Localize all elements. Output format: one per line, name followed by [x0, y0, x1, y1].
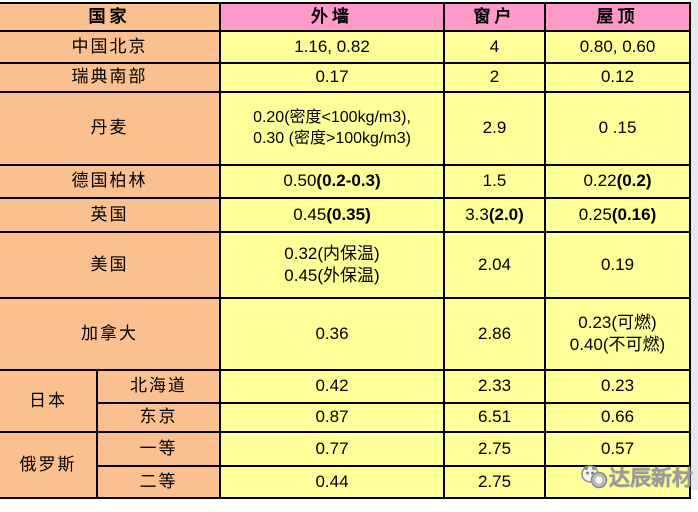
table-row: 日本 北海道 0.42 2.33 0.23	[0, 369, 691, 433]
window-cell: 1.5	[443, 164, 546, 199]
window-cell: 2.86	[443, 297, 546, 371]
table-row: 德国柏林 0.50(0.2-0.3) 1.5 0.22(0.2)	[0, 164, 691, 199]
country-cell: 中国北京	[0, 30, 221, 64]
window-cell: 2.33	[443, 369, 546, 404]
roof-cell: 0.19	[544, 231, 691, 299]
roof-cell: 0.23	[544, 369, 691, 404]
country-cell: 英国	[0, 197, 221, 233]
header-cell-wall: 外墙	[219, 2, 445, 32]
roof-cell: 0.12	[544, 62, 691, 93]
group-cell: 日本	[0, 369, 98, 433]
roof-cell: 0 .15	[544, 91, 691, 166]
roof-value-line1: 0.23(可燃)	[578, 312, 657, 332]
window-cell: 4	[443, 30, 546, 64]
table-row: 俄罗斯 一等 0.77 2.75 0.57	[0, 431, 691, 499]
region-cell: 东京	[96, 402, 221, 433]
group-cell: 俄罗斯	[0, 431, 98, 499]
roof-cell: 0.66	[544, 402, 691, 433]
wall-cell: 0.50(0.2-0.3)	[219, 164, 445, 199]
roof-cell: 0.23(可燃) 0.40(不可燃)	[544, 297, 691, 371]
wall-value-line2: 0.45(外保温)	[284, 266, 380, 285]
table-row: 英国 0.45(0.35) 3.3(2.0) 0.25(0.16)	[0, 197, 691, 233]
region-cell: 二等	[96, 465, 221, 499]
wall-cell: 1.16, 0.82	[219, 30, 445, 64]
right-gray-strip	[689, 0, 698, 490]
country-cell: 加拿大	[0, 297, 221, 371]
roof-cell: 0.80, 0.60	[544, 30, 691, 64]
wall-cell: 0.87	[219, 402, 445, 433]
wall-cell: 0.20(密度<100kg/m3), 0.30 (密度>100kg/m3)	[219, 91, 445, 166]
window-cell: 6.51	[443, 402, 546, 433]
table-row: 丹麦 0.20(密度<100kg/m3), 0.30 (密度>100kg/m3)…	[0, 91, 691, 166]
window-cell: 2.75	[443, 431, 546, 467]
wall-value-line1: 0.32(内保温)	[284, 243, 380, 263]
window-cell: 3.3(2.0)	[443, 197, 546, 233]
roof-cell: 0.22(0.2)	[544, 164, 691, 199]
wall-cell: 0.36	[219, 297, 445, 371]
table-row: 二等 0.44 2.75	[0, 465, 691, 499]
wall-cell: 0.77	[219, 431, 445, 467]
header-cell-roof: 屋顶	[544, 2, 691, 32]
table-row: 美国 0.32(内保温) 0.45(外保温) 2.04 0.19	[0, 231, 691, 299]
window-cell: 2.04	[443, 231, 546, 299]
wall-cell: 0.44	[219, 465, 445, 499]
wall-value-line1: 0.20(密度<100kg/m3),	[253, 108, 411, 126]
country-cell: 德国柏林	[0, 164, 221, 199]
insulation-standards-table: 国家 外墙 窗户 屋顶 中国北京 1.16, 0.82 4 0.80, 0.60…	[0, 2, 691, 499]
country-cell: 瑞典南部	[0, 62, 221, 93]
table-row: 中国北京 1.16, 0.82 4 0.80, 0.60	[0, 30, 691, 64]
wall-cell: 0.45(0.35)	[219, 197, 445, 233]
region-cell: 一等	[96, 431, 221, 467]
window-cell: 2.75	[443, 465, 546, 499]
roof-cell: 0.57	[544, 431, 691, 467]
region-cell: 北海道	[96, 369, 221, 404]
table-row: 东京 0.87 6.51 0.66	[0, 402, 691, 433]
wall-cell: 0.32(内保温) 0.45(外保温)	[219, 231, 445, 299]
window-cell: 2.9	[443, 91, 546, 166]
window-cell: 2	[443, 62, 546, 93]
country-cell: 美国	[0, 231, 221, 299]
table-row: 加拿大 0.36 2.86 0.23(可燃) 0.40(不可燃)	[0, 297, 691, 371]
roof-cell	[544, 465, 691, 499]
header-cell-window: 窗户	[443, 2, 546, 32]
roof-cell: 0.25(0.16)	[544, 197, 691, 233]
header-cell-country: 国家	[0, 2, 221, 32]
header-row: 国家 外墙 窗户 屋顶	[0, 2, 691, 32]
table-row: 瑞典南部 0.17 2 0.12	[0, 62, 691, 93]
roof-value-line2: 0.40(不可燃)	[569, 335, 666, 354]
wall-cell: 0.42	[219, 369, 445, 404]
wall-cell: 0.17	[219, 62, 445, 93]
wall-value-line2: 0.30 (密度>100kg/m3)	[253, 129, 411, 147]
country-cell: 丹麦	[0, 91, 221, 166]
